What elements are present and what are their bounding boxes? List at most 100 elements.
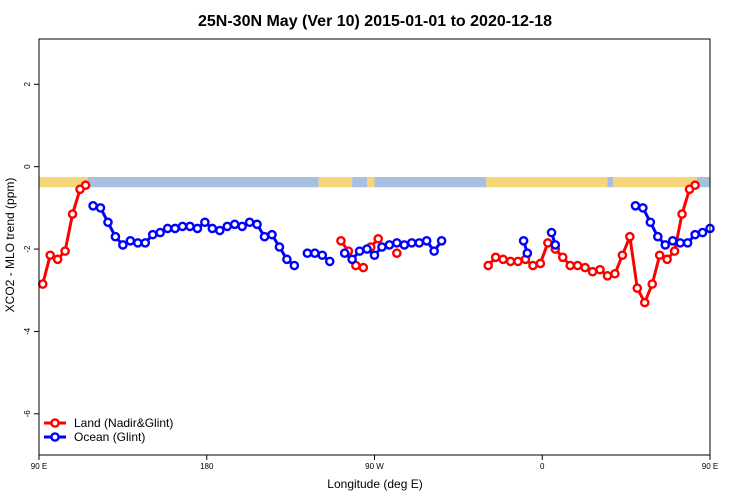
series-1-point-0-24	[267, 229, 277, 240]
series-0-point-4-25	[669, 246, 680, 256]
series-1-point-0-5	[125, 236, 136, 246]
series-1-point-2-12	[429, 246, 439, 256]
series-0-point-3-0	[392, 248, 402, 258]
series-0-point-4-8	[543, 238, 553, 248]
series-0-point-4-2	[498, 254, 508, 265]
series-0-point-4-23	[654, 250, 665, 261]
chart-title: 25N-30N May (Ver 10) 2015-01-01 to 2020-…	[198, 13, 552, 30]
land-ocean-band	[39, 176, 710, 188]
band-segment-7	[607, 176, 614, 188]
series-1-point-0-1	[95, 203, 106, 213]
series-1-point-0-10	[162, 223, 173, 234]
series-1-point-0-11	[170, 223, 180, 234]
x-tick-label-0: 90 E	[31, 462, 47, 471]
band-segment-9	[696, 176, 710, 188]
y-tick-label-2: -2	[23, 245, 32, 253]
legend-label-1: Ocean (Glint)	[74, 430, 145, 444]
y-tick-label-3: -4	[23, 327, 32, 335]
series-1-point-2-13	[436, 236, 447, 246]
band-segment-1	[87, 176, 319, 188]
series-0-point-4-20	[632, 283, 643, 293]
series-1-point-2-0	[339, 248, 350, 258]
series-0-point-4-22	[647, 279, 658, 289]
series-1-point-0-2	[103, 217, 113, 228]
series-0-point-4-0	[483, 260, 493, 271]
series-1-point-0-17	[214, 225, 225, 236]
series-0-point-4-7	[535, 258, 546, 269]
legend-marker-0	[50, 418, 60, 428]
series-1-point-0-0	[88, 201, 98, 211]
band-segment-5	[374, 176, 487, 188]
band-segment-8	[613, 176, 697, 188]
series-1-point-5-8	[690, 229, 700, 240]
series-1	[88, 201, 715, 271]
series-0-point-4-14	[587, 266, 598, 277]
series-1-point-0-14	[192, 223, 203, 234]
series-0-point-4-21	[639, 297, 650, 308]
series-1-point-0-22	[252, 219, 262, 230]
series-1-point-3-1	[522, 248, 533, 258]
series-1-point-2-2	[354, 246, 365, 256]
series-1-point-0-23	[259, 231, 270, 242]
series-0-point-4-4	[513, 256, 523, 267]
series-1-point-0-18	[222, 221, 233, 232]
legend: Land (Nadir&Glint)Ocean (Glint)	[44, 416, 173, 444]
band-segment-2	[318, 176, 353, 188]
series-0-point-4-28	[690, 180, 700, 191]
series-0-point-4-15	[595, 264, 605, 275]
series-0-point-4-17	[610, 268, 620, 279]
series-1-point-0-15	[200, 217, 210, 228]
series-0-point-4-13	[580, 262, 590, 273]
series-0-point-4-12	[572, 260, 583, 271]
series-0-point-2-1	[373, 233, 384, 244]
series-1-point-4-1	[550, 240, 561, 250]
series-1-point-5-1	[638, 203, 648, 213]
series-1-point-0-8	[147, 229, 158, 240]
series-0-point-0-1	[45, 250, 55, 261]
series-0-point-4-16	[602, 271, 613, 281]
x-tick-label-3: 0	[540, 462, 545, 471]
series-0-point-4-19	[625, 231, 635, 242]
series-1-point-2-3	[362, 244, 372, 254]
series-0-point-0-6	[80, 180, 91, 191]
y-tick-label-1: 0	[23, 164, 32, 169]
series-1-point-5-3	[653, 231, 663, 242]
series-0-point-4-3	[505, 256, 516, 267]
series-0-point-4-18	[617, 250, 628, 261]
series-1-point-0-12	[177, 221, 188, 232]
x-tick-label-1: 180	[200, 462, 214, 471]
series-1-point-0-6	[132, 238, 143, 248]
series-1-point-1-3	[324, 256, 335, 267]
series-1-point-2-8	[399, 240, 410, 250]
series-1-point-2-10	[414, 238, 425, 248]
series-1-point-2-9	[406, 238, 417, 248]
band-segment-4	[367, 176, 375, 188]
series-0-point-4-11	[565, 260, 576, 271]
series-0-point-4-6	[528, 260, 538, 271]
series-0-point-0-4	[67, 209, 78, 219]
series-1-point-2-5	[377, 242, 387, 252]
series-1-point-2-11	[421, 236, 432, 246]
series-1-point-5-2	[645, 217, 656, 228]
series-0	[37, 180, 700, 308]
series-1-point-2-1	[347, 254, 357, 265]
x-tick-label-2: 90 W	[365, 462, 384, 471]
series-0-point-4-1	[490, 252, 501, 263]
series-0-point-0-2	[52, 254, 63, 265]
y-tick-label-4: -6	[23, 410, 32, 418]
band-segment-6	[486, 176, 608, 188]
series-1-point-0-9	[155, 227, 165, 238]
series-1-point-3-0	[518, 236, 529, 246]
data-series	[37, 180, 715, 308]
series-0-point-1-3	[358, 262, 369, 273]
legend-marker-1	[50, 432, 60, 442]
series-1-point-5-4	[660, 240, 671, 250]
series-1-point-0-26	[282, 254, 292, 265]
series-1-point-0-7	[140, 238, 151, 248]
series-1-point-5-0	[630, 201, 641, 211]
series-1-point-0-3	[110, 231, 121, 242]
series-0-point-4-24	[662, 254, 672, 265]
series-1-point-1-2	[317, 250, 328, 261]
series-1-point-0-13	[185, 221, 195, 232]
